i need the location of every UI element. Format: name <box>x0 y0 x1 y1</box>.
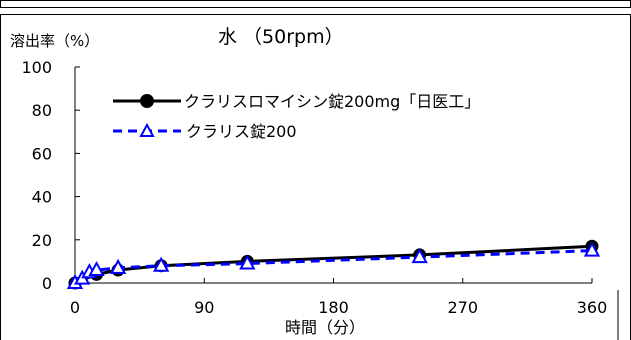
y-tick-label: 20 <box>32 231 52 250</box>
legend-marker-clarith <box>139 122 155 137</box>
y-tick-label: 0 <box>42 274 52 293</box>
top-border-strip <box>0 0 631 8</box>
legend: クラリスロマイシン錠200mg「日医工」 クラリス錠200 <box>113 92 480 141</box>
x-tick-label: 0 <box>70 298 80 317</box>
chart-title: 水 （50rpm） <box>218 26 344 48</box>
x-tick-label: 90 <box>194 298 214 317</box>
x-tick-label: 180 <box>318 298 349 317</box>
series-layer <box>66 239 601 290</box>
legend-label-nichiiko: クラリスロマイシン錠200mg「日医工」 <box>184 92 480 111</box>
y-tick-label: 40 <box>32 188 52 207</box>
y-axis-title: 溶出率（%） <box>10 32 99 50</box>
legend-marker-nichiiko <box>140 94 154 108</box>
data-point-1 <box>239 254 256 270</box>
legend-label-clarith: クラリス錠200 <box>186 122 297 141</box>
x-tick-label: 360 <box>577 298 608 317</box>
data-point-1 <box>411 247 428 264</box>
x-ticks: 0 90 180 270 360 <box>70 278 607 317</box>
x-axis-title: 時間（分） <box>285 318 365 337</box>
y-ticks: 0 20 40 60 80 100 <box>21 58 80 293</box>
data-point-1 <box>88 260 105 277</box>
y-tick-label: 60 <box>32 144 52 163</box>
data-point-1 <box>583 241 601 257</box>
y-tick-label: 100 <box>21 58 52 77</box>
series-line-0 <box>74 244 593 285</box>
data-point-1 <box>109 258 127 274</box>
x-tick-label: 270 <box>447 298 478 317</box>
data-point-1 <box>152 256 170 272</box>
y-tick-label: 80 <box>32 101 52 120</box>
